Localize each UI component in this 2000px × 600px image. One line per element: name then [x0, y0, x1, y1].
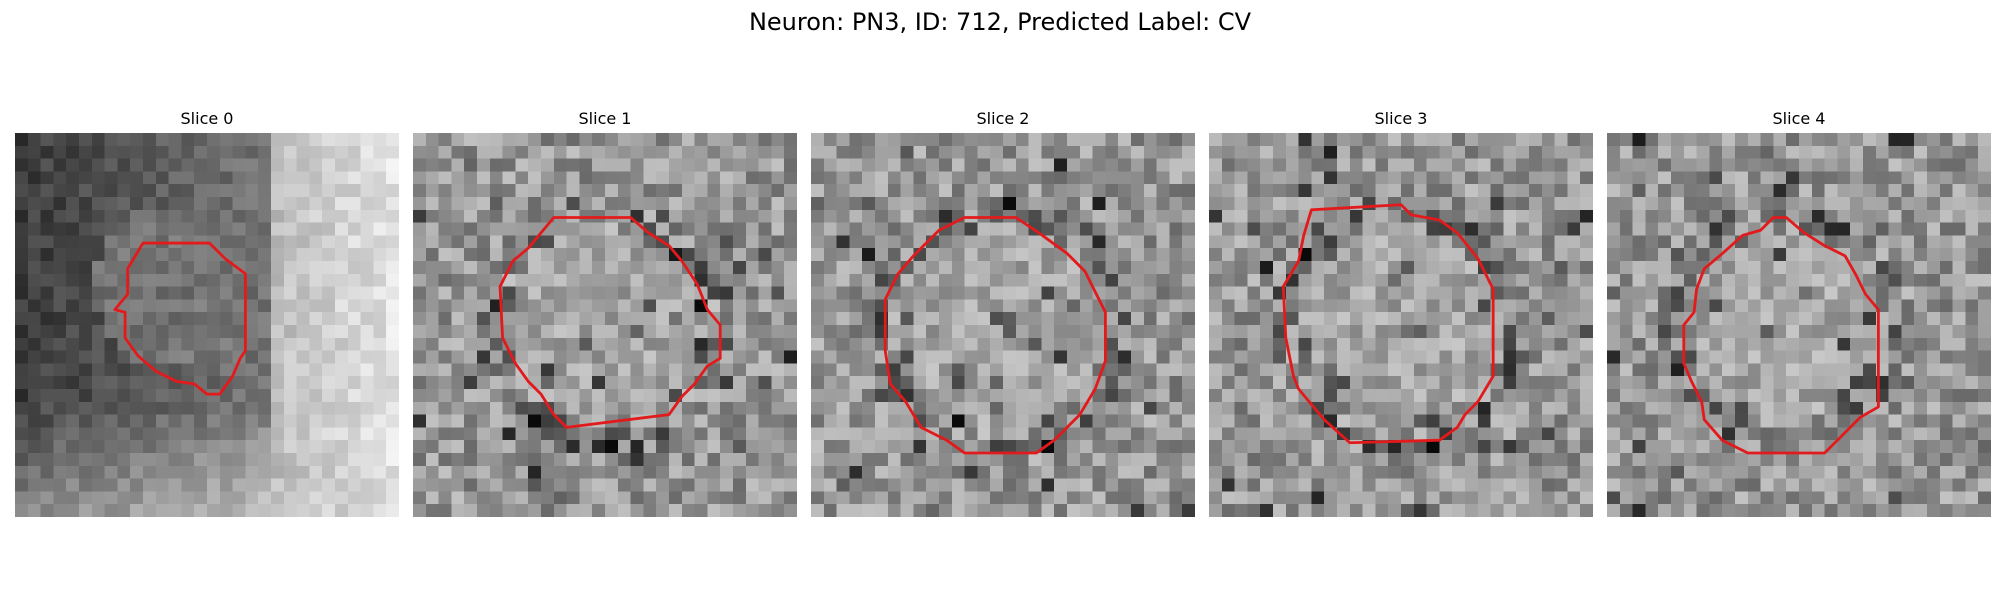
slice-panel-2: Slice 2 — [811, 108, 1195, 517]
slice-title-1: Slice 1 — [578, 109, 632, 128]
slice-image-4 — [1607, 133, 1991, 517]
slice-panel-3: Slice 3 — [1209, 108, 1593, 517]
slice-image-3 — [1209, 133, 1593, 517]
contour-outline-2 — [883, 216, 1107, 455]
slice-title-0: Slice 0 — [180, 109, 234, 128]
slice-panel-1: Slice 1 — [413, 108, 797, 517]
slice-panel-4: Slice 4 — [1607, 108, 1991, 517]
contour-outline-4 — [1682, 216, 1880, 455]
slice-title-2: Slice 2 — [976, 109, 1030, 128]
slice-title-4: Slice 4 — [1772, 109, 1826, 128]
contour-outline-3 — [1281, 203, 1495, 445]
slice-panel-0: Slice 0 — [15, 108, 399, 517]
slice-image-1 — [413, 133, 797, 517]
contour-outline-1 — [498, 216, 722, 429]
contour-outline-0 — [113, 241, 247, 396]
slice-title-3: Slice 3 — [1374, 109, 1428, 128]
slice-image-2 — [811, 133, 1195, 517]
slice-image-0 — [15, 133, 399, 517]
figure-title: Neuron: PN3, ID: 712, Predicted Label: C… — [748, 8, 1252, 36]
